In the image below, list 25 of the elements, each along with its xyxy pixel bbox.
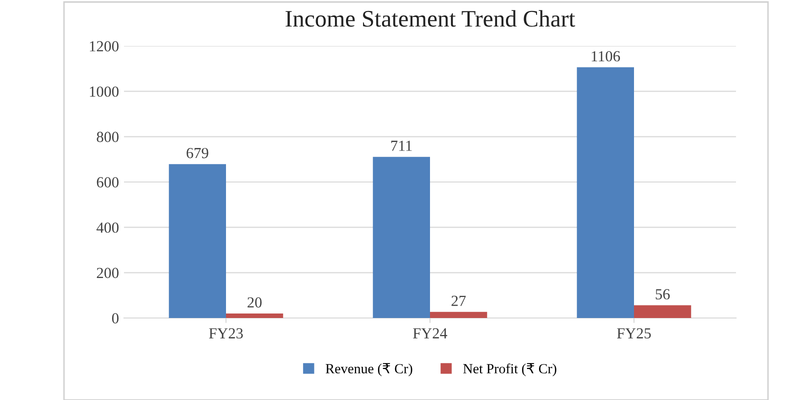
legend-label: Revenue (₹ Cr)	[326, 363, 412, 376]
y-tick-label: 1200	[90, 41, 119, 52]
bar	[576, 67, 634, 318]
data-label: 1106	[592, 51, 620, 62]
bar	[430, 312, 488, 318]
bar	[226, 313, 284, 318]
y-tick-label: 0	[112, 313, 119, 324]
bar	[634, 305, 692, 318]
bar	[168, 164, 226, 318]
y-tick-label: 1000	[90, 86, 119, 97]
data-label: 679	[186, 148, 208, 158]
data-label: 56	[656, 289, 670, 300]
data-label: 711	[391, 140, 412, 151]
x-tick-label: FY24	[413, 328, 448, 338]
legend-label: Net Profit (₹ Cr)	[463, 363, 556, 376]
bar	[372, 156, 430, 318]
y-tick-label: 400	[96, 222, 119, 233]
y-tick-label: 200	[96, 268, 119, 278]
data-label: 27	[452, 296, 466, 306]
x-tick-label: FY23	[209, 328, 243, 338]
y-tick-label: 800	[96, 132, 119, 142]
x-tick-label: FY25	[617, 328, 651, 338]
data-label: 20	[248, 297, 262, 308]
y-tick-label: 600	[96, 177, 119, 188]
chart-title: Income Statement Trend Chart	[286, 10, 576, 27]
